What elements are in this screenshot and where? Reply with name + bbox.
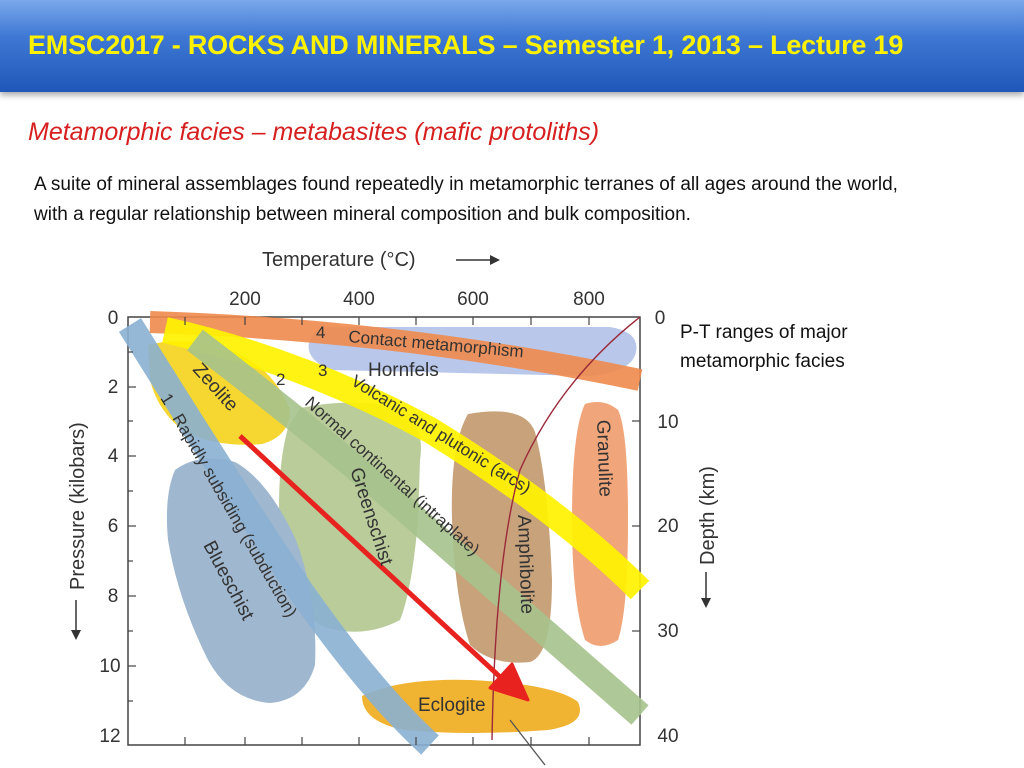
gradient-4-number: 4 [316, 323, 325, 342]
pt-path-arrow-head [488, 662, 530, 702]
pressure-tick-label: 6 [108, 516, 119, 537]
temperature-tick-marks [184, 317, 590, 745]
header-banner: EMSC2017 - ROCKS AND MINERALS – Semester… [0, 0, 1024, 92]
pressure-tick-labels: 0 2 4 6 8 10 12 [99, 308, 120, 747]
gradient-3-number: 3 [318, 361, 327, 380]
gradient-2-number: 2 [276, 370, 285, 389]
depth-tick-label: 40 [657, 726, 678, 747]
eclogite-label: Eclogite [418, 695, 486, 716]
reaction-line [509, 719, 546, 766]
depth-arrow-head [701, 598, 711, 608]
granulite-field [572, 402, 628, 646]
band-subduction [118, 318, 439, 755]
band-continental [187, 329, 649, 725]
pressure-tick-label: 2 [108, 377, 119, 398]
lecture-title: EMSC2017 - ROCKS AND MINERALS – Semester… [28, 30, 904, 60]
hornfels-label: Hornfels [368, 360, 439, 381]
pressure-arrow-head [71, 630, 81, 640]
temperature-tick-label: 400 [343, 289, 375, 310]
depth-axis-title: Depth (km) [697, 466, 719, 565]
depth-tick-label: 30 [657, 621, 678, 642]
greenschist-field [279, 402, 421, 632]
temperature-arrow-head [490, 255, 500, 265]
metamorphic-facies-diagram: Zeolite Hornfels Greenschist Amphibolite… [67, 249, 719, 766]
amphibolite-label: Amphibolite [513, 514, 537, 614]
granulite-label: Granulite [592, 419, 616, 497]
pressure-tick-marks [128, 351, 136, 702]
pressure-axis-title: Pressure (kilobars) [67, 422, 89, 590]
pressure-tick-label: 10 [99, 656, 120, 677]
temperature-tick-label: 800 [573, 289, 605, 310]
slide-heading: Metamorphic facies – metabasites (mafic … [28, 118, 600, 146]
depth-tick-marks [632, 420, 640, 632]
pressure-tick-label: 12 [99, 726, 120, 747]
depth-tick-label: 20 [657, 516, 678, 537]
band-contact [149, 311, 643, 391]
depth-tick-labels: 0 10 20 30 40 [655, 308, 679, 747]
definition-text: A suite of mineral assemblages found rep… [34, 174, 898, 225]
pt-path-arrow-shaft [238, 434, 514, 690]
melting-curve [491, 316, 641, 741]
pressure-tick-label: 0 [108, 308, 119, 329]
temperature-axis-title: Temperature (°C) [262, 249, 416, 271]
blueschist-field [166, 458, 316, 703]
temperature-tick-label: 600 [457, 289, 489, 310]
depth-tick-label: 10 [657, 412, 678, 433]
temperature-tick-label: 200 [229, 289, 261, 310]
pressure-tick-label: 8 [108, 586, 119, 607]
depth-tick-label: 0 [655, 308, 666, 329]
band-arcs [162, 317, 650, 600]
pressure-tick-label: 4 [108, 446, 119, 467]
diagram-caption: P-T ranges of major metamorphic facies [680, 322, 848, 372]
temperature-tick-labels: 200 400 600 800 [229, 289, 605, 310]
